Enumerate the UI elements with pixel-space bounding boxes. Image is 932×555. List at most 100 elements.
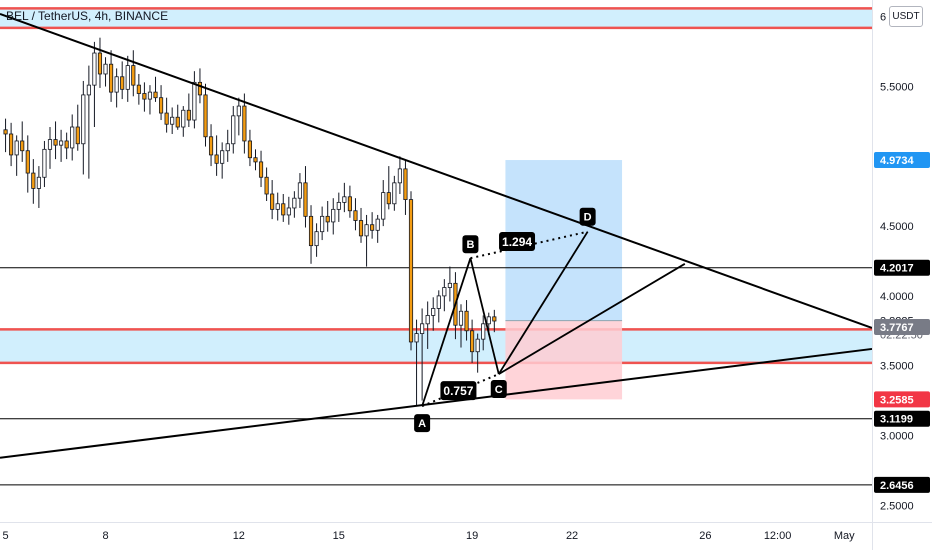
candle-body bbox=[208, 136, 214, 156]
candle bbox=[281, 194, 286, 222]
trendline-2[interactable] bbox=[0, 347, 873, 459]
candle bbox=[381, 180, 386, 227]
candle-body bbox=[425, 315, 430, 325]
candle-body bbox=[470, 330, 475, 353]
candle bbox=[442, 279, 447, 312]
candle bbox=[436, 290, 441, 323]
position-layer[interactable] bbox=[505, 160, 623, 400]
candle-body bbox=[308, 215, 314, 247]
candle-body bbox=[36, 176, 41, 189]
candle-body bbox=[314, 231, 319, 247]
candle-body bbox=[258, 161, 264, 178]
candle-body bbox=[325, 215, 330, 223]
time-tick-label: 5 bbox=[2, 530, 8, 542]
candle bbox=[247, 129, 253, 167]
candle-body bbox=[397, 168, 402, 184]
candle bbox=[164, 97, 169, 133]
pattern-leg-ce[interactable] bbox=[498, 263, 686, 375]
candle-body bbox=[159, 97, 164, 114]
pattern-ratio-badge bbox=[440, 381, 477, 401]
candle bbox=[231, 106, 236, 154]
pattern-ratio-2[interactable]: 0.757 bbox=[440, 381, 477, 401]
candle-body bbox=[181, 109, 186, 128]
price-axis[interactable]: 2.5000 3.0000 3.5000 4.0000 4.5000 5.5000 6 4.9… bbox=[872, 0, 932, 550]
candle-body bbox=[53, 139, 58, 146]
price-tag-background bbox=[874, 259, 930, 276]
pattern-leg-bc[interactable] bbox=[469, 257, 500, 375]
candle bbox=[153, 76, 158, 102]
pattern-layer[interactable]: A B C D 1.294 0.757 bbox=[414, 207, 686, 433]
pattern-point-badge bbox=[414, 414, 431, 433]
candle bbox=[342, 182, 347, 213]
candle-body bbox=[481, 323, 486, 340]
candle bbox=[214, 135, 219, 176]
candle bbox=[308, 205, 314, 264]
price-tag-label: 3.2585 bbox=[880, 394, 914, 406]
candle bbox=[253, 149, 258, 171]
candle-body bbox=[92, 52, 97, 86]
candle-body bbox=[492, 316, 497, 322]
pattern-point-b[interactable]: B bbox=[462, 235, 479, 254]
price-tag-2.6456[interactable]: 2.6456 bbox=[874, 476, 930, 493]
candle-body bbox=[125, 65, 130, 90]
candle bbox=[186, 93, 191, 128]
candle bbox=[492, 309, 497, 333]
candle-body bbox=[342, 196, 347, 203]
candle bbox=[464, 300, 469, 341]
candle bbox=[331, 198, 336, 235]
candle bbox=[159, 85, 164, 121]
pattern-ratio-label: 0.757 bbox=[443, 384, 473, 398]
candle-body bbox=[336, 201, 341, 210]
currency-button[interactable]: USDT bbox=[889, 6, 923, 27]
candle-body bbox=[447, 282, 452, 288]
price-tag-3.7767[interactable]: 3.7767 bbox=[874, 319, 930, 336]
candle-body bbox=[31, 172, 36, 189]
candle-body bbox=[253, 157, 258, 163]
price-tick-label: 5.5000 bbox=[880, 82, 914, 94]
candle bbox=[420, 308, 425, 401]
price-tag-4.2017[interactable]: 4.2017 bbox=[874, 259, 930, 276]
candle-body bbox=[392, 182, 397, 205]
pattern-leg-cd[interactable] bbox=[497, 231, 589, 375]
candle bbox=[25, 135, 30, 193]
candle-body bbox=[103, 63, 108, 75]
trendlines-layer[interactable] bbox=[0, 13, 873, 459]
time-axis[interactable]: 5 8 12 15 19 22 26 12:00 May bbox=[0, 522, 932, 550]
price-tag-3.2585[interactable]: 3.2585 bbox=[874, 391, 930, 408]
candle-body bbox=[231, 115, 236, 145]
candle bbox=[175, 104, 180, 130]
candle bbox=[142, 82, 147, 112]
candle-body bbox=[320, 215, 325, 233]
candle-body bbox=[353, 210, 358, 221]
pattern-point-d[interactable]: D bbox=[579, 207, 596, 226]
pattern-leg-ab[interactable] bbox=[421, 257, 472, 407]
price-tag-3.1199[interactable]: 3.1199 bbox=[874, 410, 930, 427]
candle-body bbox=[153, 91, 158, 99]
candle bbox=[286, 196, 291, 225]
candle bbox=[397, 156, 402, 195]
time-tick-label: 12 bbox=[233, 530, 245, 542]
candle bbox=[264, 167, 269, 201]
zone-1 bbox=[0, 8, 872, 28]
candle-body bbox=[109, 63, 114, 93]
candle-body bbox=[197, 81, 203, 96]
price-tag-4.9734[interactable]: 4.9734 bbox=[874, 152, 930, 169]
candle bbox=[103, 57, 108, 87]
pattern-point-c[interactable]: C bbox=[490, 380, 507, 399]
candle bbox=[242, 93, 247, 154]
price-tick-label: 3.5000 bbox=[880, 361, 914, 373]
candle-body bbox=[420, 323, 425, 334]
candle-body bbox=[47, 139, 53, 150]
candle bbox=[64, 132, 69, 160]
price-tag-label: 4.2017 bbox=[880, 263, 914, 275]
candle-body bbox=[42, 148, 47, 178]
candle bbox=[131, 50, 136, 97]
candle bbox=[320, 206, 325, 241]
candle-body bbox=[242, 105, 247, 142]
pattern-point-a[interactable]: A bbox=[414, 414, 431, 433]
price-tag-background bbox=[874, 319, 930, 336]
pattern-ratio-1[interactable]: 1.294 bbox=[499, 231, 536, 251]
trendline-1[interactable] bbox=[0, 13, 873, 329]
